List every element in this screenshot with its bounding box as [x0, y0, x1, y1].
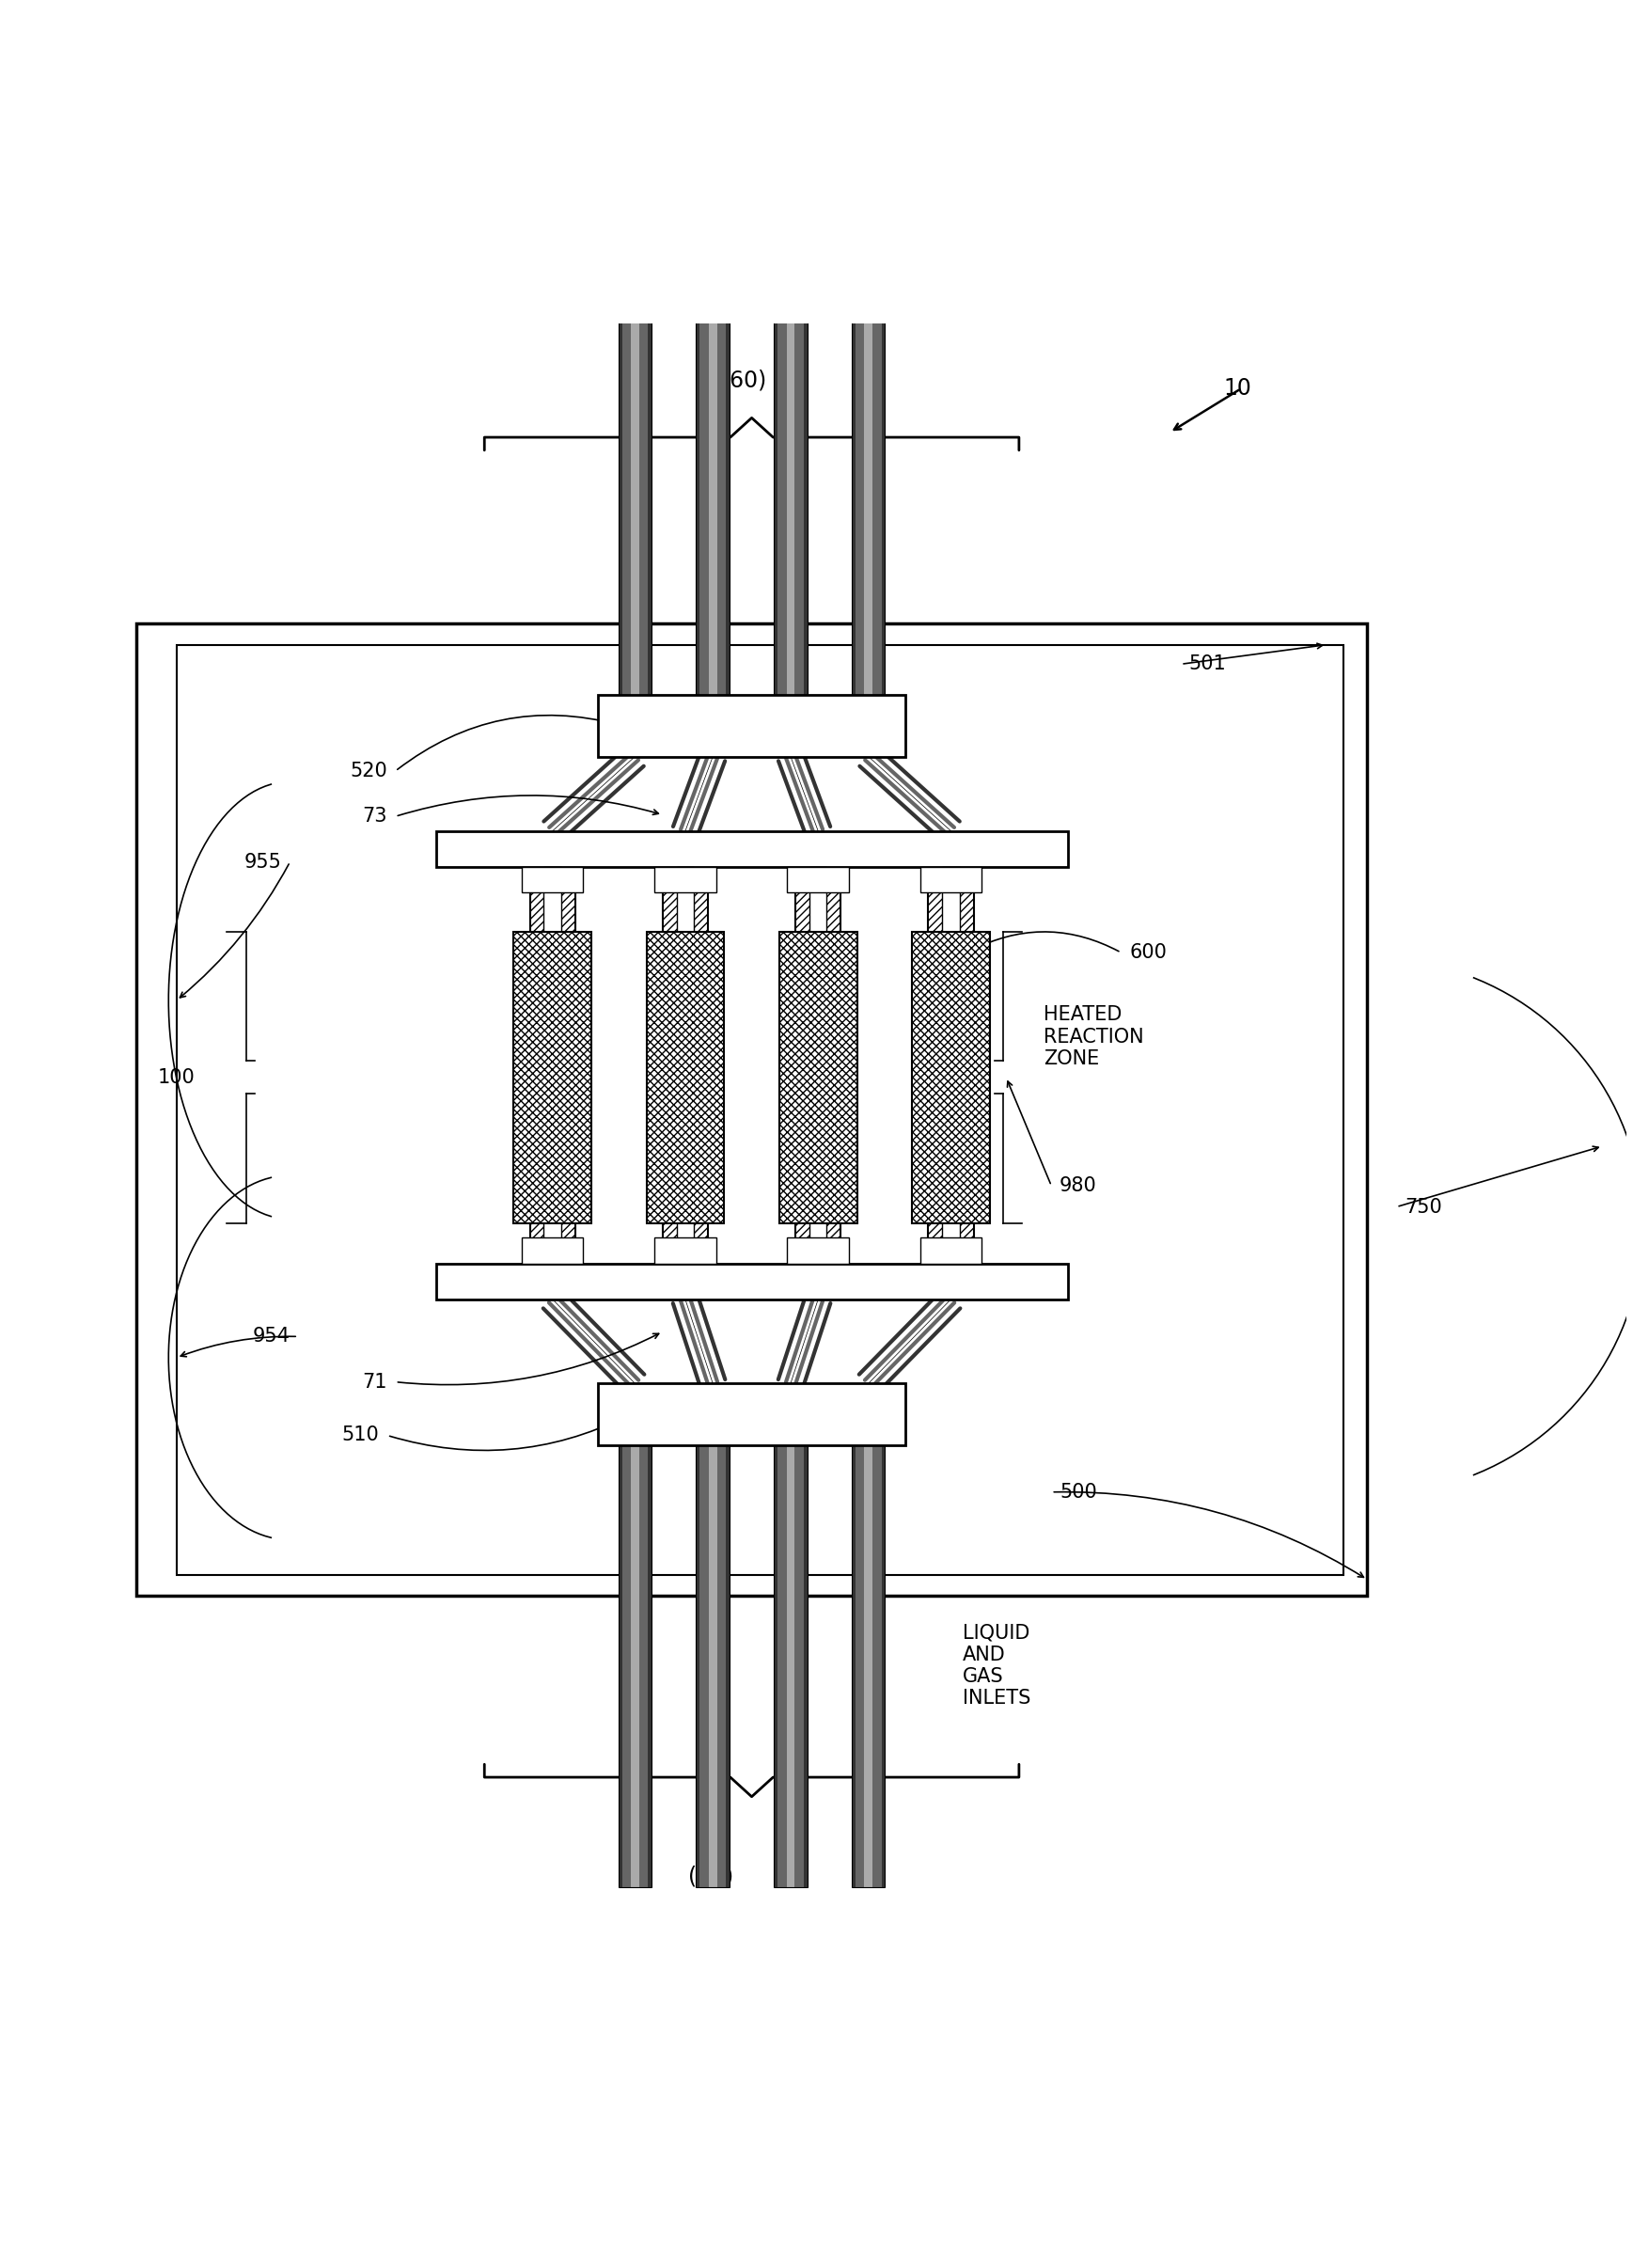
Bar [696, 1445, 730, 1887]
Bar [851, 274, 885, 694]
Bar [647, 932, 723, 1222]
Bar [696, 274, 730, 694]
Bar [521, 1238, 583, 1263]
Bar [794, 274, 803, 694]
Bar [774, 1445, 807, 1887]
Text: 100: 100 [158, 1068, 196, 1086]
Bar [919, 866, 981, 894]
Bar [774, 1445, 807, 1887]
Bar [864, 1445, 872, 1887]
Text: 10: 10 [1223, 376, 1253, 399]
Text: 600: 600 [1128, 943, 1166, 962]
Bar [942, 866, 960, 1263]
Text: 71: 71 [363, 1372, 387, 1390]
Bar [851, 1445, 885, 1887]
Bar [787, 1238, 849, 1263]
Bar [619, 1445, 652, 1887]
Bar [513, 932, 591, 1222]
Bar [622, 274, 632, 694]
Bar [787, 866, 849, 894]
Bar [663, 866, 709, 1263]
Bar [709, 1445, 717, 1887]
Text: 954: 954 [253, 1327, 291, 1345]
Bar [795, 866, 841, 1263]
Text: 750: 750 [1404, 1198, 1442, 1216]
Bar [851, 274, 885, 694]
Bar [864, 274, 872, 694]
Text: HEATED
REACTION
ZONE: HEATED REACTION ZONE [1043, 1005, 1143, 1068]
Bar [544, 866, 562, 1263]
Bar [913, 932, 990, 1222]
Bar [630, 1445, 639, 1887]
Bar [639, 274, 648, 694]
Bar [774, 274, 807, 694]
Bar [639, 1445, 648, 1887]
Bar [529, 866, 575, 1263]
Bar [777, 274, 787, 694]
Bar [436, 1263, 1068, 1300]
Bar [701, 274, 709, 694]
Bar [622, 1445, 632, 1887]
Bar [701, 1445, 709, 1887]
Text: 500: 500 [1060, 1483, 1097, 1501]
Text: 510: 510 [341, 1427, 379, 1445]
Bar [810, 866, 826, 1263]
Text: (60): (60) [720, 370, 766, 392]
Bar [717, 274, 727, 694]
Bar [709, 274, 717, 694]
Bar [176, 644, 1342, 1574]
Bar [619, 274, 652, 694]
Bar [598, 1383, 906, 1445]
Text: 73: 73 [363, 807, 387, 826]
Bar [598, 694, 906, 758]
Bar [774, 274, 807, 694]
Bar [717, 1445, 727, 1887]
Bar [619, 1445, 652, 1887]
Text: 501: 501 [1189, 655, 1226, 674]
Text: (20): (20) [689, 1864, 733, 1887]
Bar [655, 1238, 715, 1263]
Bar [872, 1445, 882, 1887]
Bar [136, 624, 1367, 1597]
Text: 955: 955 [245, 853, 283, 871]
Bar [872, 274, 882, 694]
Text: 980: 980 [1060, 1177, 1097, 1195]
Text: LIQUID
AND
GAS
INLETS: LIQUID AND GAS INLETS [962, 1624, 1030, 1708]
Bar [676, 866, 694, 1263]
Bar [655, 866, 715, 894]
Bar [851, 1445, 885, 1887]
Bar [787, 274, 795, 694]
Bar [856, 274, 864, 694]
Bar [928, 866, 973, 1263]
Bar [856, 1445, 864, 1887]
Bar [696, 1445, 730, 1887]
Bar [777, 1445, 787, 1887]
Bar [794, 1445, 803, 1887]
Bar [630, 274, 639, 694]
Text: 520: 520 [349, 762, 387, 780]
Bar [919, 1238, 981, 1263]
Bar [619, 274, 652, 694]
Bar [436, 830, 1068, 866]
Bar [521, 866, 583, 894]
Bar [787, 1445, 795, 1887]
Bar [779, 932, 857, 1222]
Bar [696, 274, 730, 694]
